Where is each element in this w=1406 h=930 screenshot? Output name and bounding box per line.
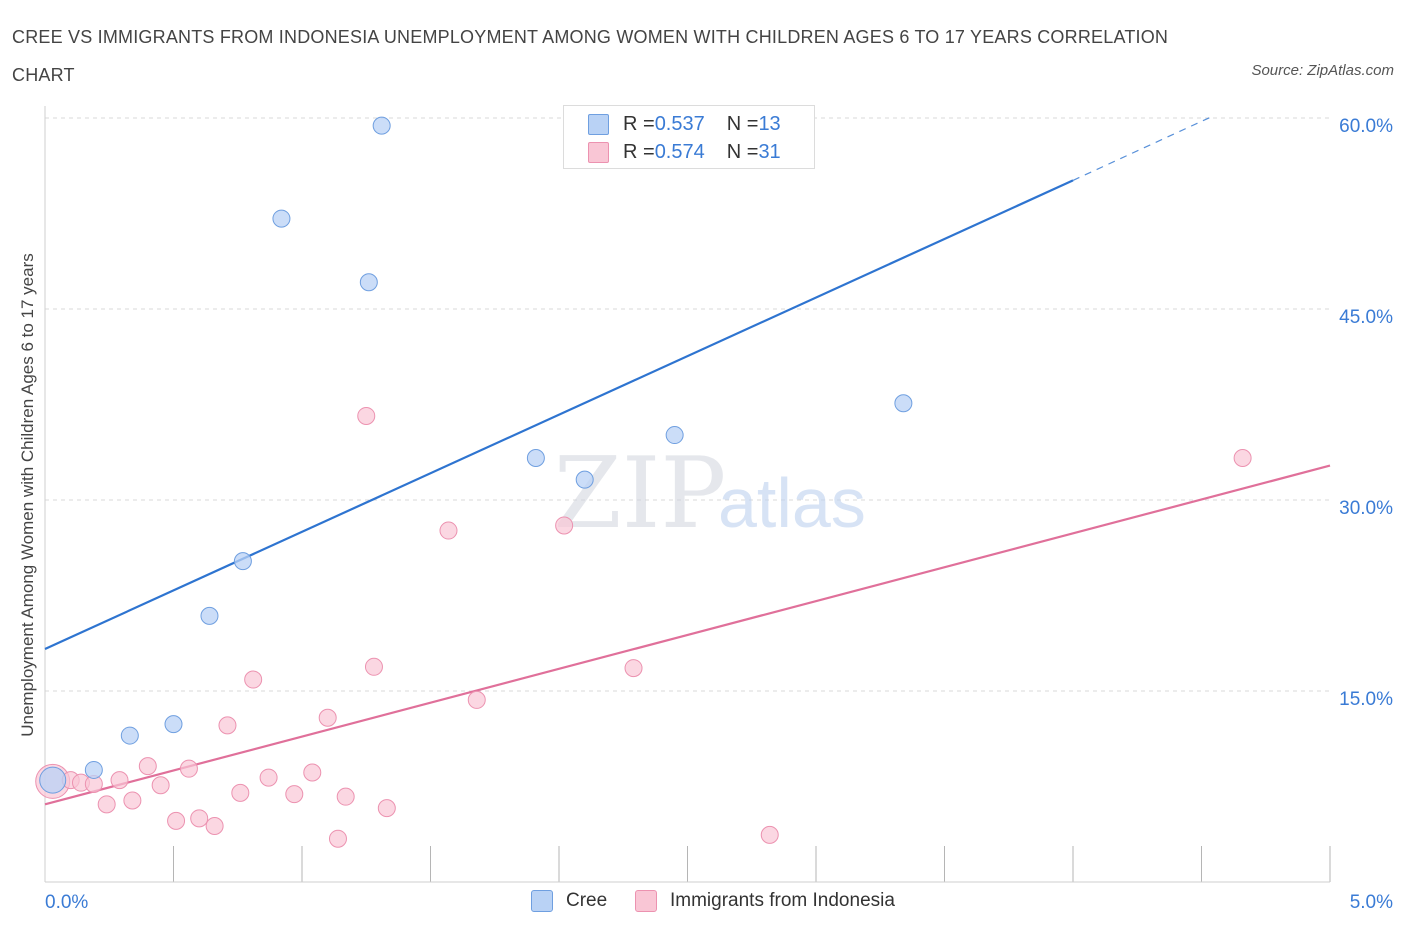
trend-lines — [44, 114, 1331, 806]
indonesia-point — [1233, 448, 1252, 467]
indonesia-point — [439, 521, 458, 540]
cree-trend-extension — [1072, 114, 1215, 181]
indonesia-point — [318, 708, 337, 727]
legend-item-indonesia: Immigrants from Indonesia — [635, 890, 895, 912]
indonesia-point — [760, 825, 779, 844]
x-tick-label: 5.0% — [1350, 892, 1393, 913]
correlation-legend: R = 0.537 N = 13 R = 0.574 N = 31 — [563, 105, 815, 169]
indonesia-point — [336, 787, 355, 806]
cree-point — [200, 606, 219, 625]
y-tick-label: 15.0% — [1339, 689, 1393, 710]
x-axis-ticks — [44, 846, 1331, 882]
chart-title: CREE VS IMMIGRANTS FROM INDONESIA UNEMPL… — [12, 27, 1169, 85]
cree-point — [665, 426, 684, 445]
indonesia-point — [123, 791, 142, 810]
cree-point — [575, 470, 594, 489]
indonesia-point — [259, 768, 278, 787]
grid — [45, 117, 1330, 692]
y-axis-labels: 15.0% 30.0% 45.0% 60.0% — [1339, 116, 1393, 710]
y-tick-label: 30.0% — [1339, 498, 1393, 519]
indonesia-swatch — [588, 141, 609, 163]
cree-point — [894, 394, 913, 413]
indonesia-point — [218, 716, 237, 735]
indonesia-point — [167, 811, 186, 830]
legend-n-value-cree: 13 — [758, 112, 781, 135]
x-axis-labels: 0.0% 5.0% — [45, 892, 1393, 913]
indonesia-point — [110, 771, 129, 790]
indonesia-point — [97, 795, 116, 814]
x-tick-label: 0.0% — [45, 892, 88, 913]
y-axis-title: Unemployment Among Women with Children A… — [18, 253, 37, 737]
legend-r-label: R = — [623, 112, 655, 135]
indonesia-point — [190, 809, 209, 828]
indonesia-point — [377, 799, 396, 818]
cree-swatch — [588, 113, 609, 135]
legend-r-value-indonesia: 0.574 — [654, 140, 705, 163]
indonesia-swatch — [635, 890, 657, 912]
watermark-atlas: atlas — [718, 464, 866, 542]
indonesia-point — [328, 829, 347, 848]
indonesia-point — [555, 516, 574, 535]
y-tick-label: 60.0% — [1339, 116, 1393, 137]
indonesia-point — [357, 406, 376, 425]
legend-label-indonesia: Immigrants from Indonesia — [670, 890, 895, 911]
legend-r-value-cree: 0.537 — [654, 112, 705, 135]
cree-point — [84, 760, 103, 779]
indonesia-point — [138, 757, 157, 776]
cree-point — [359, 273, 378, 292]
indonesia-point — [364, 657, 383, 676]
cree-point — [526, 448, 545, 467]
legend-label-cree: Cree — [566, 890, 608, 911]
indonesia-trend-line — [44, 464, 1331, 806]
indonesia-point — [285, 785, 304, 804]
y-tick-label: 45.0% — [1339, 307, 1393, 328]
cree-point — [120, 726, 139, 745]
series-legend: Cree Immigrants from Indonesia — [0, 890, 1406, 916]
legend-r-label: R = — [623, 140, 655, 163]
indonesia-point — [244, 670, 263, 689]
indonesia-point — [179, 759, 198, 778]
data-points — [35, 116, 1252, 848]
indonesia-point — [205, 816, 224, 835]
indonesia-point — [231, 783, 250, 802]
indonesia-point — [303, 763, 322, 782]
legend-row-cree: R = 0.537 N = 13 — [588, 111, 781, 137]
legend-n-label: N = — [726, 140, 759, 163]
cree-point — [372, 116, 391, 135]
legend-n-value-indonesia: 31 — [758, 140, 781, 163]
watermark: ZIP atlas — [554, 437, 866, 551]
cree-swatch — [531, 890, 553, 912]
indonesia-point — [467, 690, 486, 709]
axes — [44, 106, 1330, 883]
legend-row-indonesia: R = 0.574 N = 31 — [588, 139, 781, 165]
cree-point — [272, 209, 291, 228]
indonesia-point — [624, 659, 643, 678]
indonesia-point — [151, 776, 170, 795]
cree-point — [164, 715, 183, 734]
legend-item-cree: Cree — [531, 890, 607, 912]
watermark-zip: ZIP — [554, 437, 727, 551]
source-label: Source: ZipAtlas.com — [1251, 62, 1394, 79]
legend-n-label: N = — [726, 112, 759, 135]
cree-point — [233, 552, 252, 571]
cree-trend-line — [44, 179, 1074, 650]
cree-point — [39, 766, 67, 794]
